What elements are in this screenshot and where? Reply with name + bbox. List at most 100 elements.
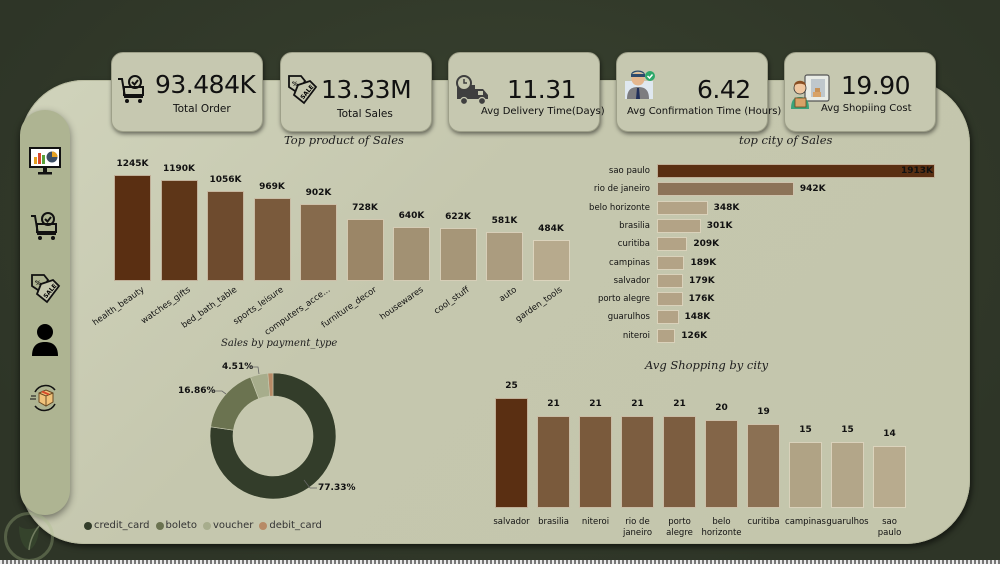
bar-value-label: 21 <box>673 398 686 409</box>
bar <box>346 219 384 281</box>
chart-title-top-city: top city of Sales <box>739 133 833 147</box>
courier-icon <box>791 74 830 109</box>
sidebar-item-orders[interactable] <box>27 208 63 244</box>
kpi-avg-confirmation-time: 6.42 Avg Confirmation Time (Hours) <box>616 52 781 132</box>
delivery-truck-icon <box>456 75 488 106</box>
bar-value-label: 148K <box>684 312 711 323</box>
sidebar-item-sales[interactable]: % SALE <box>27 270 63 306</box>
donut-slice-boleto <box>210 376 260 431</box>
bar <box>439 228 477 281</box>
x-tick-label: porto alegre <box>666 517 693 538</box>
y-tick-label: belo horizonte <box>589 202 650 213</box>
sidebar-item-delivery[interactable] <box>27 380 63 416</box>
bar <box>621 415 654 508</box>
bar <box>831 442 864 508</box>
kpi-avg-shopping-cost: 19.90 Avg Shopiing Cost <box>784 52 936 132</box>
legend-swatch <box>84 521 92 530</box>
y-tick-label: campinas <box>609 257 650 268</box>
leaf-logo-icon <box>19 525 40 551</box>
bar <box>657 164 935 178</box>
legend-label: voucher <box>212 520 254 531</box>
svg-text:%: % <box>292 81 298 88</box>
bar <box>537 415 570 508</box>
legend-label: boleto <box>165 520 197 531</box>
bar-value-label: 942K <box>799 184 826 195</box>
legend-swatch <box>155 521 164 530</box>
kpi-total-order: 93.484K Total Order <box>111 52 263 132</box>
bar <box>207 191 244 281</box>
bar-value-label: 25 <box>505 381 518 391</box>
sidebar-item-dashboard[interactable] <box>27 144 63 180</box>
y-tick-label: salvador <box>613 275 650 286</box>
bar-value-label: 15 <box>799 425 812 435</box>
kpi-avg-delivery-time: 11.31 Avg Delivery Time(Days) <box>448 52 605 132</box>
chart-title-payment-type: Sales by payment_type <box>221 338 338 349</box>
bar-value-label: 1913K <box>901 166 934 176</box>
bar <box>705 420 738 508</box>
y-tick-label: sao paulo <box>608 166 650 176</box>
sale-tag-icon: % SALE <box>288 75 318 105</box>
bar-value-label: 15 <box>841 425 854 435</box>
legend-label: credit_card <box>94 520 150 531</box>
kpi-value: 93.484K <box>155 70 256 99</box>
bar-value-label: 622K <box>445 212 471 223</box>
bar <box>160 179 198 281</box>
donut-value-label: 16.86% <box>178 386 216 396</box>
bar <box>579 415 612 508</box>
kpi-total-sales: % SALE 13.33M Total Sales <box>280 52 432 132</box>
bar <box>495 398 528 508</box>
bar-value-label: 21 <box>547 398 560 409</box>
donut-value-label: 77.33% <box>318 483 356 493</box>
x-tick-label: rio de janeiro <box>622 517 653 538</box>
bar <box>114 175 151 281</box>
kpi-label: Avg Delivery Time(Days) <box>481 106 605 117</box>
chart-title-top-product: Top product of Sales <box>284 133 404 147</box>
y-tick-label: porto alegre <box>597 294 650 305</box>
bar-value-label: 21 <box>631 398 644 409</box>
bar <box>657 218 701 233</box>
legend-item: voucher <box>202 520 254 531</box>
legend-label: debit_card <box>269 520 322 531</box>
payment-donut-chart <box>209 372 337 500</box>
bar-value-label: 19 <box>757 407 770 418</box>
bar <box>657 200 708 215</box>
bar <box>747 424 780 508</box>
bar-value-label: 1056K <box>209 175 242 186</box>
bar-value-label: 484K <box>538 223 564 234</box>
sidebar-item-customers[interactable] <box>27 322 63 358</box>
bar-value-label: 581K <box>491 215 518 226</box>
cart-check-icon <box>118 75 144 103</box>
bar <box>253 198 291 281</box>
donut-slice-credit-card <box>209 372 337 500</box>
y-tick-label: niteroi <box>622 330 650 341</box>
bar-value-label: 301K <box>706 220 733 231</box>
payment-legend: credit_card boleto voucher debit_card <box>84 520 324 531</box>
chart-title-avg-shopping: Avg Shopping by city <box>645 358 769 372</box>
bar <box>657 182 794 197</box>
x-tick-label: sao paulo <box>877 517 902 538</box>
bar-value-label: 20 <box>715 403 728 413</box>
bar-value-label: 728K <box>352 203 378 214</box>
bar <box>657 328 676 343</box>
bar-value-label: 969K <box>259 182 285 193</box>
bar-value-label: 189K <box>690 257 717 268</box>
sidebar: % SALE <box>20 110 70 515</box>
bar-value-label: 1245K <box>116 159 149 169</box>
bar <box>657 237 688 252</box>
kpi-value: 13.33M <box>321 75 412 104</box>
kpi-label: Total Order <box>173 103 231 115</box>
x-tick-label: guarulhos <box>826 517 869 527</box>
x-tick-label: belo horizonte <box>701 517 742 538</box>
bar <box>657 310 679 325</box>
kpi-label: Avg Confirmation Time (Hours) <box>627 106 782 117</box>
person-confirmed-icon <box>625 70 655 99</box>
bar-value-label: 209K <box>693 239 720 250</box>
bar <box>486 231 523 281</box>
bar <box>789 442 822 508</box>
kpi-value: 6.42 <box>697 75 751 104</box>
legend-item: debit_card <box>259 520 322 531</box>
cart-check-icon <box>31 212 57 240</box>
donut-slice-debit-card <box>267 372 274 397</box>
bottom-strip <box>0 560 1000 564</box>
donut-value-label: 4.51% <box>222 362 254 372</box>
